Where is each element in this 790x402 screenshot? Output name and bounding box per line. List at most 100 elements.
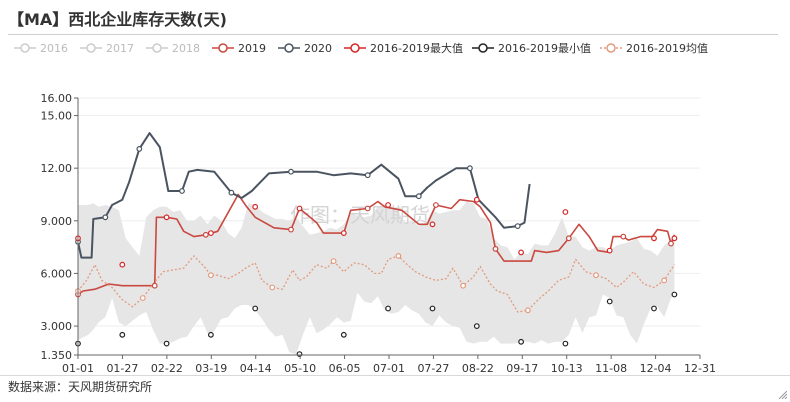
data-point — [119, 331, 126, 338]
data-point — [651, 305, 657, 312]
x-axis: 01-01 01-27 02-22 03-19 04-14 05-10 06-05 07-01… — [62, 354, 716, 375]
legend-swatch-icon — [14, 43, 36, 53]
data-point — [606, 298, 613, 305]
x-tick-label: 01-27 — [106, 362, 138, 375]
data-point — [119, 261, 126, 268]
legend-label: 2016-2019最大值 — [370, 42, 463, 55]
legend-item[interactable]: 2019 — [212, 40, 266, 56]
data-point — [518, 249, 524, 256]
legend-item[interactable]: 2016-2019均值 — [600, 40, 708, 56]
x-tick-label: 12-04 — [640, 362, 672, 375]
data-point — [228, 189, 235, 196]
watermark: 作图：天风期货 — [290, 203, 430, 227]
data-point — [340, 230, 347, 237]
data-point — [288, 168, 294, 175]
data-point — [661, 277, 668, 284]
y-tick-label: 9.000 — [41, 215, 73, 228]
data-point — [151, 282, 158, 289]
data-point — [433, 202, 439, 208]
data-point — [525, 307, 531, 314]
legend-label: 2016 — [40, 41, 68, 55]
x-tick-label: 07-27 — [417, 362, 449, 375]
legend-item[interactable]: 2016 — [14, 40, 68, 56]
y-tick-label: 3.000 — [41, 320, 73, 333]
x-tick-label: 10-13 — [551, 362, 583, 375]
x-tick-label: 12-31 — [684, 362, 716, 375]
y-axis: 16.00 15.00 12.00 9.000 6.000 3.000 1.350 — [41, 92, 79, 362]
data-point — [364, 172, 371, 179]
x-tick-label: 09-17 — [506, 362, 538, 375]
data-point — [492, 245, 499, 252]
min-max-band — [78, 201, 675, 355]
data-point — [207, 230, 214, 237]
data-point — [429, 305, 436, 312]
title-divider — [8, 34, 778, 35]
data-point — [252, 305, 259, 312]
legend-label: 2017 — [106, 41, 134, 55]
x-tick-label: 04-14 — [240, 362, 272, 375]
data-point — [102, 214, 109, 221]
data-point — [514, 223, 521, 230]
data-point — [473, 323, 480, 330]
data-point — [429, 221, 436, 228]
legend-swatch-icon — [146, 43, 168, 53]
x-tick-label: 05-10 — [284, 362, 316, 375]
data-point — [269, 284, 276, 291]
data-point — [252, 203, 259, 210]
legend-item[interactable]: 2016-2019最小值 — [472, 40, 591, 56]
series-line — [77, 255, 675, 313]
legend-label: 2019 — [238, 41, 266, 55]
y-tick-label: 6.000 — [41, 267, 73, 280]
data-point — [207, 331, 214, 338]
range-band — [78, 201, 675, 355]
data-point — [671, 235, 678, 242]
data-point — [364, 205, 371, 212]
legend-item[interactable]: 2016-2019最大值 — [344, 40, 463, 56]
data-point — [415, 193, 422, 200]
x-tick-label: 06-05 — [329, 362, 361, 375]
data-point — [562, 209, 569, 215]
chart-title: 【MA】西北企业库存天数(天) — [8, 10, 227, 29]
legend-item[interactable]: 2020 — [278, 40, 332, 56]
data-point — [620, 233, 627, 240]
data-point — [202, 231, 209, 238]
legend-label: 2018 — [172, 41, 200, 55]
x-tick-label: 08-22 — [462, 362, 494, 375]
data-point — [163, 340, 170, 347]
data-point — [385, 202, 392, 208]
data-point — [296, 205, 303, 212]
data-point — [593, 272, 599, 279]
legend-label: 2020 — [304, 41, 332, 55]
legend-swatch-icon — [80, 43, 102, 53]
legend-swatch-icon — [278, 43, 300, 53]
footer-divider — [0, 375, 790, 376]
data-point — [179, 188, 185, 194]
data-point — [671, 291, 678, 298]
data-point — [395, 252, 402, 259]
data-point — [207, 272, 214, 279]
legend-item[interactable]: 2018 — [146, 40, 200, 56]
data-point — [330, 258, 337, 265]
y-tick-label: 12.00 — [41, 162, 73, 175]
legend-label: 2016-2019均值 — [626, 42, 708, 55]
legend-swatch-icon — [344, 43, 366, 53]
x-tick-label: 07-01 — [373, 362, 405, 375]
data-point — [467, 165, 473, 172]
legend-swatch-icon — [472, 43, 494, 53]
data-point — [385, 305, 392, 312]
y-tick-label: 15.00 — [41, 110, 73, 123]
legend-item[interactable]: 2017 — [80, 40, 134, 56]
series-line — [77, 132, 531, 259]
data-point — [668, 240, 674, 247]
data-point — [460, 282, 467, 289]
data-point — [296, 351, 303, 358]
data-point — [565, 235, 572, 242]
x-tick-label: 01-01 — [62, 362, 94, 375]
x-tick-label: 02-22 — [151, 362, 183, 375]
data-point — [562, 340, 569, 347]
resize-icon[interactable] — [779, 391, 787, 399]
data-point — [340, 331, 347, 338]
data-point — [163, 214, 170, 221]
legend-swatch-icon — [600, 43, 622, 53]
